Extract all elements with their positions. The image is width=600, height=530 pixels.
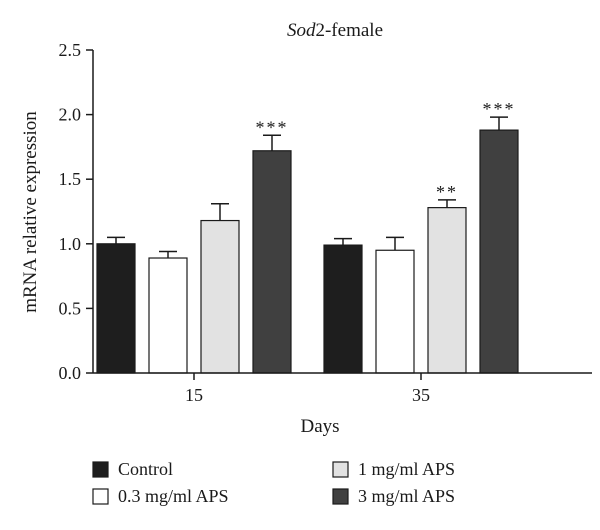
chart-title-rest: 2-female <box>315 20 383 41</box>
legend-swatch <box>92 461 109 478</box>
legend-label: 0.3 mg/ml APS <box>118 486 229 506</box>
y-tick-label: 2.0 <box>59 105 82 125</box>
bar <box>200 219 240 374</box>
legend-label: 1 mg/ml APS <box>358 459 455 479</box>
legend-swatch <box>92 488 109 505</box>
axes <box>92 50 592 374</box>
significance-label: *** <box>483 99 516 119</box>
y-axis-ticks: 0.0 0.5 1.0 1.5 2.0 2.5 <box>59 40 93 383</box>
x-axis-ticks: 15 35 <box>185 373 430 405</box>
legend: Control 0.3 mg/ml APS 1 mg/ml APS 3 mg/ml A… <box>92 459 455 506</box>
chart-title-italic: Sod <box>287 20 316 41</box>
y-tick-label: 0.5 <box>59 298 82 318</box>
x-axis-label: Days <box>300 416 339 437</box>
significance-label: ** <box>436 182 458 202</box>
y-axis-label: mRNA relative expression <box>20 111 41 313</box>
bar <box>323 244 363 374</box>
significance-label: *** <box>256 117 289 137</box>
significance-markers: ******** <box>256 99 516 202</box>
legend-swatch <box>332 461 349 478</box>
error-bars-group <box>107 116 508 259</box>
legend-swatch <box>332 488 349 505</box>
bar <box>479 129 519 374</box>
bar <box>427 207 467 374</box>
bar <box>252 150 292 374</box>
bar <box>148 257 188 374</box>
y-tick-label: 1.0 <box>59 234 82 254</box>
x-tick-label: 35 <box>412 385 430 405</box>
bar <box>96 243 136 374</box>
x-tick-label: 15 <box>185 385 203 405</box>
y-tick-label: 0.0 <box>59 363 82 383</box>
y-tick-label: 2.5 <box>59 40 82 60</box>
y-tick-label: 1.5 <box>59 169 82 189</box>
legend-label: 3 mg/ml APS <box>358 486 455 506</box>
legend-label: Control <box>118 459 173 479</box>
bar <box>375 249 415 374</box>
chart-title: Sod2-female <box>287 20 383 41</box>
